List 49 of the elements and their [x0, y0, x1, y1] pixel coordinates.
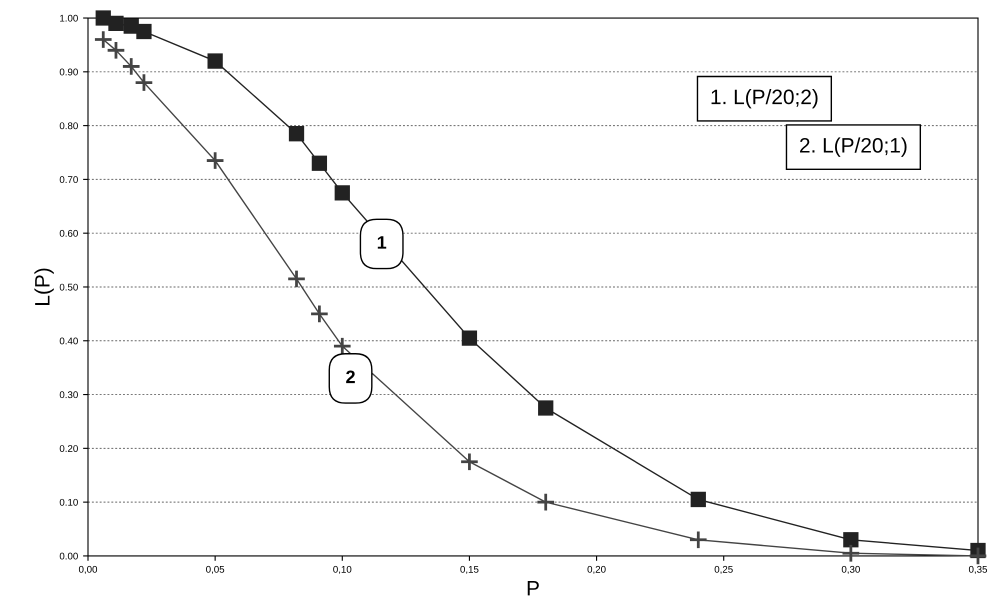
y-tick-label: 0.50	[60, 284, 78, 291]
x-tick-label: 0,10	[333, 566, 352, 574]
point	[124, 18, 139, 34]
point	[538, 400, 554, 416]
x-tick-label: 0,20	[587, 566, 606, 574]
y-tick-label: 0.90	[60, 68, 78, 76]
point	[288, 126, 304, 142]
point	[205, 150, 225, 170]
point	[136, 24, 152, 40]
y-tick-label: 0.10	[60, 498, 78, 506]
point	[94, 30, 113, 50]
point	[96, 10, 111, 26]
point	[462, 330, 478, 346]
y-tick-label: 0.20	[60, 445, 78, 452]
point	[843, 532, 858, 548]
point	[310, 304, 330, 324]
y-tick-label: 0.70	[60, 176, 78, 184]
annotation: 1. L(P/20;2)	[712, 89, 818, 108]
point	[968, 546, 988, 566]
x-tick-label: 0,15	[460, 566, 478, 574]
annotation: 1	[378, 236, 386, 249]
point	[690, 492, 706, 508]
annotation: 2. L(P/20;1)	[800, 137, 907, 157]
point	[208, 53, 223, 69]
point	[536, 492, 556, 512]
point	[122, 56, 141, 76]
point	[286, 269, 306, 289]
point	[106, 40, 126, 60]
point	[460, 452, 480, 472]
x-tick-label: 0,30	[842, 566, 860, 574]
y-tick-label: 0.80	[60, 122, 78, 130]
y-tick-label: 0.30	[60, 391, 78, 398]
y-tick-label: 1.00	[60, 14, 78, 22]
y-tick-label: 0.60	[60, 230, 78, 237]
point	[334, 185, 350, 200]
x-tick-label: 0,25	[714, 566, 733, 574]
y-axis-title: L(P)	[34, 268, 54, 305]
y-tick-label: 0.40	[60, 338, 78, 344]
x-tick-label: 0,35	[968, 566, 988, 574]
x-tick-label: 0,05	[206, 566, 224, 574]
point	[134, 72, 154, 92]
point	[108, 16, 124, 32]
x-axis-title: P	[528, 581, 539, 596]
point	[312, 156, 328, 171]
annotation: 2	[346, 370, 355, 384]
x-tick-label: 0,00	[78, 566, 98, 574]
y-tick-label: 0.00	[60, 552, 78, 560]
point	[688, 530, 708, 550]
point	[841, 544, 861, 563]
